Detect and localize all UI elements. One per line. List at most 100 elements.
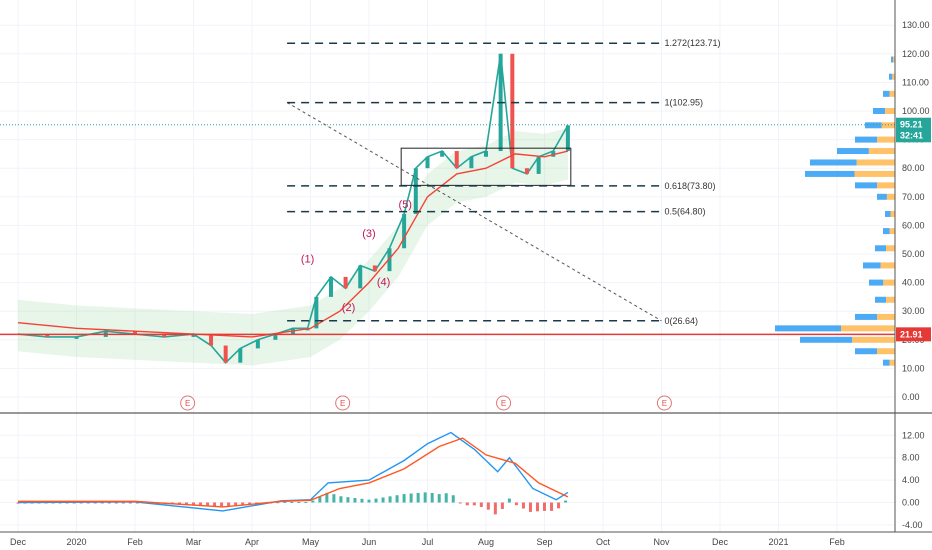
volume-profile-bar <box>865 122 882 129</box>
candle <box>565 125 570 152</box>
fib-level-label: 0(26.64) <box>665 316 699 326</box>
volume-profile-bar <box>875 245 886 252</box>
volume-profile-bar <box>883 279 895 286</box>
candle <box>273 334 278 340</box>
volume-profile-bar <box>856 159 895 166</box>
volume-profile-bar <box>854 170 895 177</box>
candle <box>510 53 515 169</box>
earnings-event-marker[interactable]: E <box>180 395 196 411</box>
candle <box>162 334 167 337</box>
volume-profile-bar <box>837 148 869 155</box>
cloud-area <box>18 128 568 366</box>
earnings-event-marker[interactable]: E <box>335 395 351 411</box>
volume-profile-bar <box>889 359 895 366</box>
price-tick-label: 80.00 <box>902 163 925 173</box>
fib-level-label: 0.5(64.80) <box>665 207 706 217</box>
signal-line <box>18 437 569 508</box>
volume-profile-bar <box>892 73 895 80</box>
volume-profile-bar <box>885 210 891 217</box>
macd-histogram-bar <box>79 502 83 504</box>
volume-profile-bar <box>863 262 881 269</box>
price-tag-box <box>896 128 931 143</box>
volume-profile-bar <box>800 336 853 343</box>
macd-histogram-bar <box>507 498 511 503</box>
price-tick-label: 60.00 <box>902 220 925 230</box>
macd-histogram-bar <box>381 497 385 503</box>
wave-label: (5) <box>399 199 412 211</box>
candle <box>469 156 474 169</box>
elliott-wave-labels: (1) (2) (3) (4) (5) <box>301 199 412 314</box>
macd-histogram-bar <box>416 492 420 503</box>
macd-histogram-bar <box>423 492 427 503</box>
candle <box>484 151 488 157</box>
macd-histogram-bar <box>458 502 462 504</box>
volume-profile-bar <box>775 325 841 332</box>
macd-histogram-bar <box>58 502 62 504</box>
macd-histogram-bar <box>184 502 188 506</box>
time-tick-label: Dec <box>10 537 27 547</box>
time-tick-label: Sep <box>536 537 552 547</box>
time-tick-label: Dec <box>712 537 729 547</box>
macd-histogram-bar <box>135 502 139 504</box>
macd-tick-label: 8.00 <box>902 453 920 463</box>
macd-histogram-bar <box>402 494 406 503</box>
earnings-event-label: E <box>185 399 190 408</box>
macd-histogram-bar <box>325 492 329 503</box>
macd-histogram-bar <box>472 502 476 506</box>
time-tick-label: Jun <box>362 537 377 547</box>
volume-profile-bar <box>883 359 890 366</box>
wave-label: (4) <box>377 276 390 288</box>
macd-histogram-bar <box>72 502 76 504</box>
price-tag-label: 95.21 <box>900 120 923 130</box>
price-tick-label: 10.00 <box>902 363 925 373</box>
earnings-event-circle <box>180 395 196 411</box>
volume-profile-bar <box>886 193 895 200</box>
volume-profile-bar <box>877 193 887 200</box>
macd-histogram-bar <box>339 496 343 503</box>
earnings-event-circle <box>335 395 351 411</box>
macd-histogram-bar <box>65 502 69 504</box>
price-tag-label: 32:41 <box>900 130 923 140</box>
macd-histogram-bar <box>388 496 392 503</box>
candle <box>133 331 137 335</box>
earnings-event-marker[interactable]: E <box>656 395 672 411</box>
macd-histogram-bar <box>318 496 322 503</box>
macd-histogram-bar <box>121 502 125 504</box>
macd-histogram-bar <box>550 502 554 511</box>
wave-label: (1) <box>301 254 314 266</box>
volume-profile-bar <box>855 348 877 355</box>
price-tick-label: 130.00 <box>902 20 930 30</box>
macd-histogram-bar <box>290 501 294 503</box>
macd-histogram-bar <box>283 501 287 503</box>
volume-profile-bar <box>886 245 895 252</box>
macd-histogram-bar <box>332 494 336 503</box>
macd-histogram-bar <box>514 502 518 506</box>
candle <box>425 156 430 169</box>
volume-profile-bar <box>877 182 895 189</box>
wave-label: (3) <box>362 228 375 240</box>
candle <box>413 168 418 214</box>
candle <box>440 151 445 157</box>
earnings-event-label: E <box>501 399 506 408</box>
candle <box>314 296 319 329</box>
time-tick-label: Feb <box>127 537 143 547</box>
macd-histogram-bar <box>486 502 490 510</box>
macd-histogram-bar <box>100 502 104 504</box>
macd-histogram-bar <box>128 502 132 504</box>
candle <box>223 345 228 363</box>
macd-histogram-bar <box>444 493 448 503</box>
macd-histogram-bar <box>437 494 441 503</box>
earnings-event-marker[interactable]: E <box>496 395 512 411</box>
volume-profile-bar <box>891 56 894 63</box>
price-tick-label: 100.00 <box>902 106 930 116</box>
macd-histogram-bar <box>395 495 399 503</box>
candle <box>402 213 407 249</box>
macd-histogram-bar <box>248 502 252 505</box>
volume-profile-bar <box>877 313 895 320</box>
volume-profile-bar <box>869 279 884 286</box>
macd-histogram-bar <box>500 502 504 509</box>
